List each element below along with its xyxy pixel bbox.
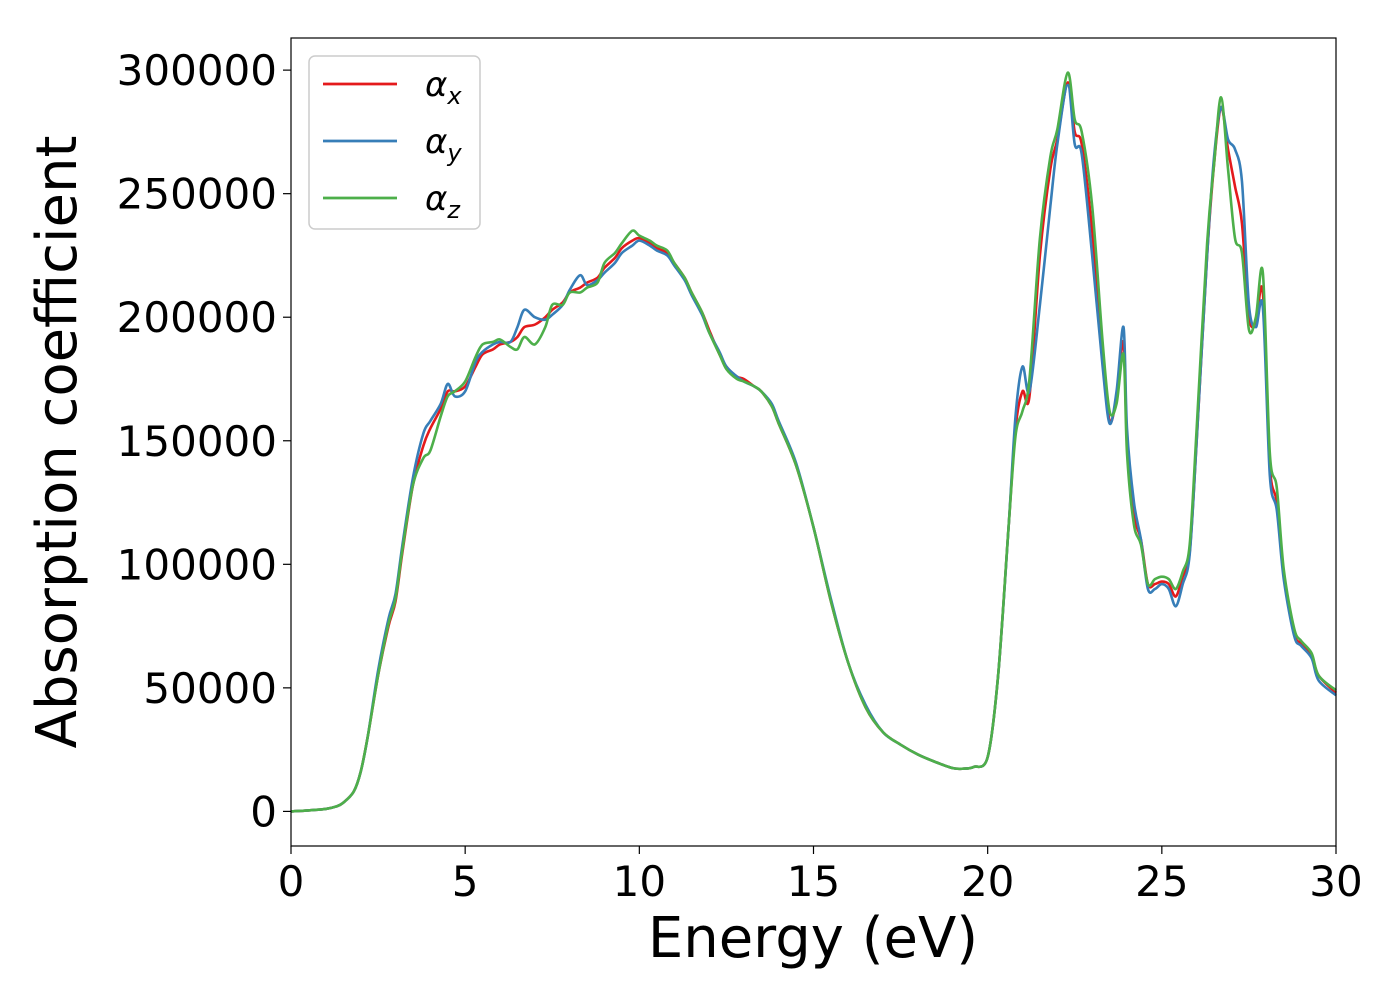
x-tick-label: 5 — [452, 857, 479, 906]
legend: αx αy αz — [308, 55, 481, 230]
y-tick-label: 50000 — [143, 664, 277, 713]
legend-entries: αx αy αz — [323, 65, 462, 224]
x-tick-label: 0 — [278, 857, 305, 906]
y-tick-label: 100000 — [117, 540, 277, 589]
y-tick-label: 200000 — [117, 293, 277, 342]
legend-label-x: αx — [425, 65, 462, 110]
y-tick-label: 300000 — [117, 46, 277, 95]
y-tick-label: 150000 — [117, 417, 277, 466]
x-axis-label: Energy (eV) — [648, 906, 978, 971]
y-axis-label: Absorption coefficient — [25, 136, 90, 749]
y-tick-label: 250000 — [117, 170, 277, 219]
legend-label-z: αz — [425, 179, 461, 224]
y-tick-label: 0 — [250, 787, 277, 836]
series-layer — [290, 71, 1337, 813]
x-tick-label: 25 — [1135, 857, 1188, 906]
x-tick-label: 10 — [613, 857, 666, 906]
x-tick-label: 20 — [961, 857, 1014, 906]
x-tick-label: 15 — [787, 857, 840, 906]
y-axis-ticks: 0 50000 100000 150000 200000 250000 300000 — [117, 46, 291, 836]
x-tick-label: 30 — [1309, 857, 1362, 906]
legend-label-y: αy — [425, 122, 462, 167]
series-line-z — [290, 71, 1337, 813]
x-axis-ticks: 0 5 10 15 20 25 30 — [278, 846, 1363, 906]
legend-box — [308, 55, 481, 230]
